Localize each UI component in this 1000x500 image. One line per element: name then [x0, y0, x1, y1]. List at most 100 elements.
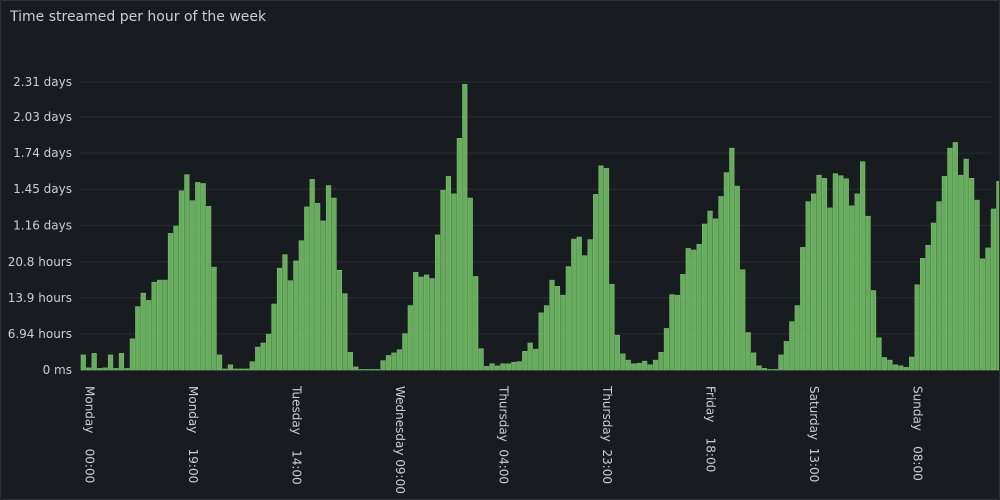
bar[interactable]	[898, 365, 904, 371]
bar[interactable]	[919, 258, 926, 371]
bar[interactable]	[778, 354, 784, 371]
bar[interactable]	[189, 200, 195, 371]
bar[interactable]	[979, 258, 986, 371]
bar[interactable]	[325, 185, 332, 371]
bar[interactable]	[396, 349, 403, 371]
bar[interactable]	[364, 369, 370, 371]
bar[interactable]	[287, 280, 294, 371]
bar[interactable]	[892, 364, 898, 371]
bar[interactable]	[554, 286, 561, 371]
bar[interactable]	[206, 206, 212, 371]
bar[interactable]	[320, 220, 326, 371]
bar[interactable]	[571, 238, 577, 371]
bar[interactable]	[516, 361, 522, 371]
bar[interactable]	[930, 222, 937, 371]
bar[interactable]	[985, 247, 991, 371]
bar[interactable]	[478, 348, 484, 371]
bar[interactable]	[146, 300, 152, 371]
bar[interactable]	[200, 183, 206, 371]
bar[interactable]	[663, 328, 670, 371]
bar[interactable]	[211, 266, 217, 371]
bar[interactable]	[838, 175, 844, 371]
bar[interactable]	[293, 260, 299, 371]
bar[interactable]	[97, 368, 103, 371]
bar[interactable]	[260, 342, 266, 371]
bar[interactable]	[751, 352, 757, 371]
bar[interactable]	[178, 190, 185, 371]
bar[interactable]	[80, 354, 86, 371]
bar[interactable]	[674, 294, 680, 371]
bar[interactable]	[609, 283, 615, 371]
bar[interactable]	[538, 312, 544, 371]
bar[interactable]	[794, 305, 800, 371]
bar[interactable]	[216, 354, 223, 371]
bar[interactable]	[315, 202, 321, 371]
bar[interactable]	[767, 369, 773, 371]
bar[interactable]	[636, 362, 642, 371]
bar[interactable]	[374, 369, 381, 371]
bar[interactable]	[587, 239, 593, 371]
bar[interactable]	[462, 83, 468, 371]
bar[interactable]	[996, 181, 999, 371]
bar[interactable]	[249, 361, 255, 371]
bar[interactable]	[941, 175, 947, 371]
bar[interactable]	[489, 363, 495, 371]
bar[interactable]	[255, 346, 261, 371]
bar[interactable]	[598, 165, 604, 371]
bar[interactable]	[691, 249, 697, 371]
bar[interactable]	[832, 173, 838, 371]
bar[interactable]	[271, 303, 277, 371]
bar[interactable]	[658, 352, 664, 371]
bar[interactable]	[385, 355, 392, 371]
bar[interactable]	[881, 357, 888, 371]
bar[interactable]	[418, 276, 424, 371]
bar[interactable]	[298, 240, 304, 371]
bar[interactable]	[603, 168, 610, 371]
bar[interactable]	[783, 341, 789, 371]
bar[interactable]	[434, 234, 441, 371]
bar[interactable]	[810, 193, 817, 371]
bar[interactable]	[974, 199, 980, 371]
bar[interactable]	[184, 174, 190, 371]
bar[interactable]	[86, 367, 92, 371]
bar[interactable]	[276, 267, 283, 371]
bar[interactable]	[876, 337, 882, 371]
bar[interactable]	[342, 293, 348, 371]
bar[interactable]	[353, 366, 359, 371]
bar[interactable]	[718, 196, 724, 371]
bar[interactable]	[233, 368, 239, 371]
bar[interactable]	[402, 333, 408, 371]
bar[interactable]	[124, 368, 130, 371]
bar[interactable]	[244, 368, 250, 371]
bar[interactable]	[467, 197, 473, 371]
bar[interactable]	[483, 366, 490, 371]
bar[interactable]	[102, 367, 108, 371]
bar[interactable]	[756, 365, 762, 371]
bar[interactable]	[560, 294, 566, 371]
bar[interactable]	[620, 353, 626, 371]
bar[interactable]	[963, 158, 969, 371]
bar[interactable]	[265, 333, 272, 371]
bar[interactable]	[729, 147, 735, 371]
bar[interactable]	[614, 334, 620, 371]
bar[interactable]	[129, 338, 135, 371]
bar[interactable]	[772, 369, 779, 371]
bar[interactable]	[505, 363, 512, 371]
bar[interactable]	[429, 278, 435, 371]
bar[interactable]	[625, 359, 631, 371]
bar[interactable]	[473, 276, 479, 371]
bar[interactable]	[331, 197, 337, 371]
bar[interactable]	[543, 305, 550, 371]
bar[interactable]	[500, 363, 506, 371]
bar[interactable]	[642, 360, 648, 371]
bar[interactable]	[282, 254, 288, 371]
bar[interactable]	[151, 281, 157, 371]
bar[interactable]	[958, 174, 964, 371]
bar[interactable]	[685, 248, 691, 371]
bar[interactable]	[849, 205, 855, 371]
bar[interactable]	[309, 179, 315, 371]
bar[interactable]	[592, 194, 599, 371]
bar[interactable]	[533, 348, 539, 371]
bar[interactable]	[652, 359, 659, 371]
bar[interactable]	[391, 352, 397, 371]
